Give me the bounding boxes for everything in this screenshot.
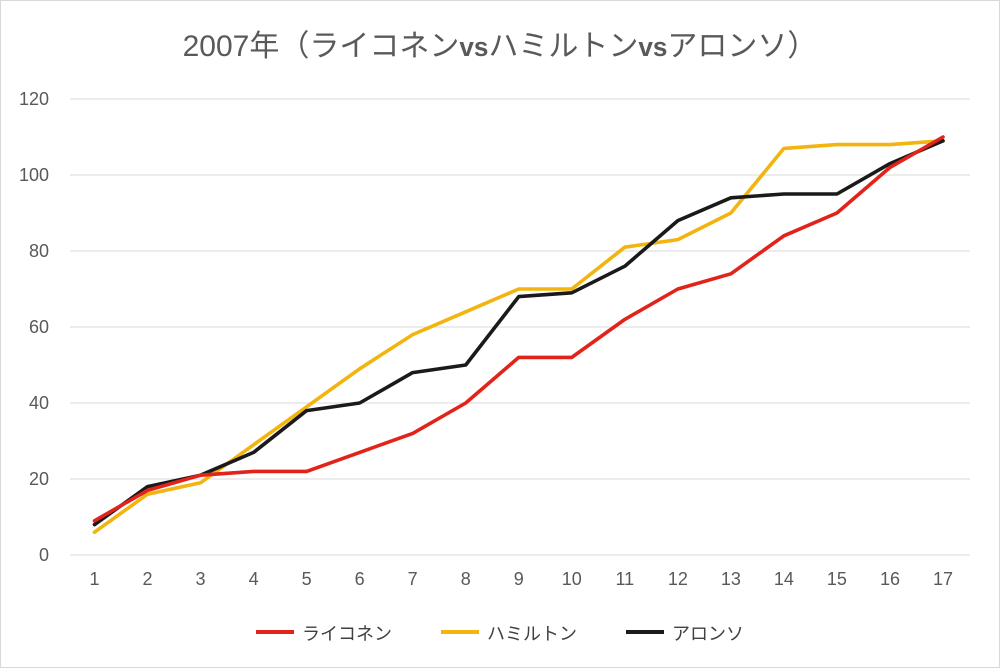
svg-text:14: 14 bbox=[774, 569, 794, 589]
svg-text:15: 15 bbox=[827, 569, 847, 589]
svg-text:2: 2 bbox=[143, 569, 153, 589]
svg-text:10: 10 bbox=[562, 569, 582, 589]
svg-text:12: 12 bbox=[668, 569, 688, 589]
svg-text:8: 8 bbox=[461, 569, 471, 589]
svg-text:9: 9 bbox=[514, 569, 524, 589]
svg-text:100: 100 bbox=[19, 165, 49, 185]
svg-text:1: 1 bbox=[89, 569, 99, 589]
svg-text:4: 4 bbox=[249, 569, 259, 589]
svg-text:16: 16 bbox=[880, 569, 900, 589]
svg-text:60: 60 bbox=[29, 317, 49, 337]
svg-text:3: 3 bbox=[196, 569, 206, 589]
svg-text:120: 120 bbox=[19, 89, 49, 109]
svg-text:7: 7 bbox=[408, 569, 418, 589]
svg-text:40: 40 bbox=[29, 393, 49, 413]
svg-text:13: 13 bbox=[721, 569, 741, 589]
svg-text:20: 20 bbox=[29, 469, 49, 489]
svg-text:17: 17 bbox=[933, 569, 953, 589]
svg-text:0: 0 bbox=[39, 545, 49, 565]
svg-text:6: 6 bbox=[355, 569, 365, 589]
svg-text:5: 5 bbox=[302, 569, 312, 589]
svg-text:80: 80 bbox=[29, 241, 49, 261]
svg-text:11: 11 bbox=[615, 569, 634, 589]
